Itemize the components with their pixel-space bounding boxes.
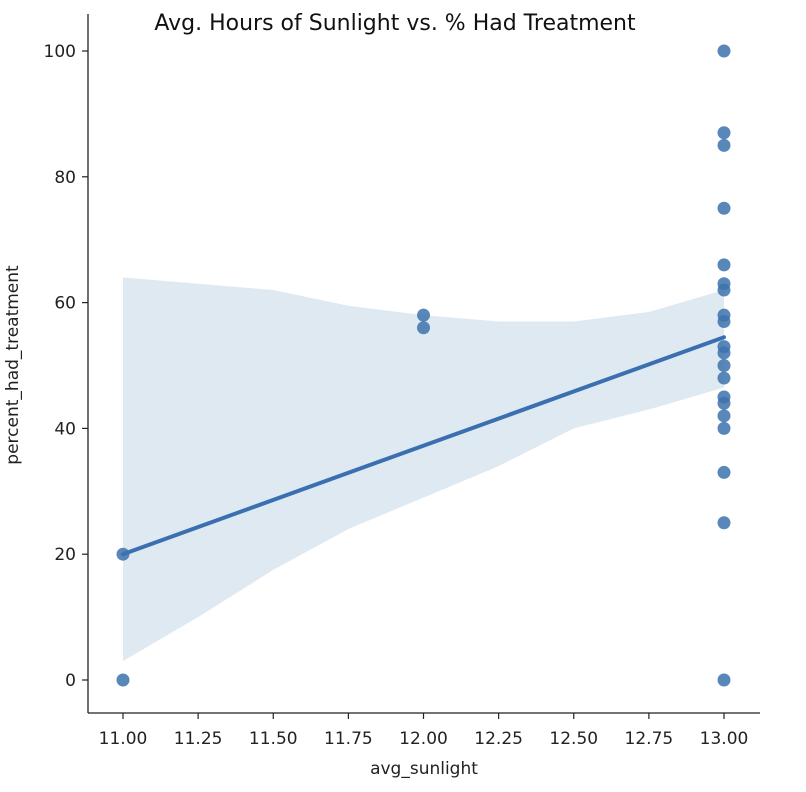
data-point [116,547,130,561]
data-point [417,321,430,335]
data-point [717,283,731,297]
data-point [717,421,731,435]
x-tick-label: 12.50 [549,729,598,749]
data-point [116,673,130,687]
data-point [717,44,731,58]
x-ticks: 11.00 11.25 11.50 11.75 12.00 12.25 12.50 12.75… [99,713,749,749]
regression-line-path [121,335,726,557]
data-point [717,258,731,272]
data-point [717,409,731,423]
x-tick-label: 13.00 [700,729,749,749]
x-tick-label: 11.25 [174,729,223,749]
data-point [717,314,731,328]
y-tick-label: 80 [54,168,76,188]
y-tick-label: 100 [44,42,76,62]
confidence-band [123,277,724,662]
y-tick-label: 0 [65,671,76,691]
data-point [717,346,731,360]
data-point [717,201,731,215]
y-axis-label: percent_had_treatment [3,265,23,465]
data-point [717,396,731,410]
y-ticks: 0 20 40 60 80 100 [44,42,88,691]
x-tick-label: 12.75 [625,729,674,749]
y-tick-label: 60 [54,294,76,314]
data-point [717,126,731,140]
x-tick-label: 12.00 [399,729,448,749]
x-tick-label: 11.75 [324,729,373,749]
y-tick-label: 40 [54,419,76,439]
data-point [717,359,731,372]
x-tick-label: 11.00 [99,729,148,749]
y-tick-label: 20 [54,545,76,565]
scatter-points [116,44,731,687]
data-point [717,673,731,687]
x-axis-label: avg_sunlight [370,759,478,779]
regression-line [121,335,726,557]
chart-title: Avg. Hours of Sunlight vs. % Had Treatme… [154,11,636,36]
data-point [417,308,430,322]
data-point [717,465,731,479]
x-tick-label: 11.50 [249,729,298,749]
x-tick-label: 12.25 [474,729,523,749]
confidence-band-area [123,277,724,662]
data-point [717,138,731,152]
data-point [717,371,731,385]
data-point [717,516,731,530]
